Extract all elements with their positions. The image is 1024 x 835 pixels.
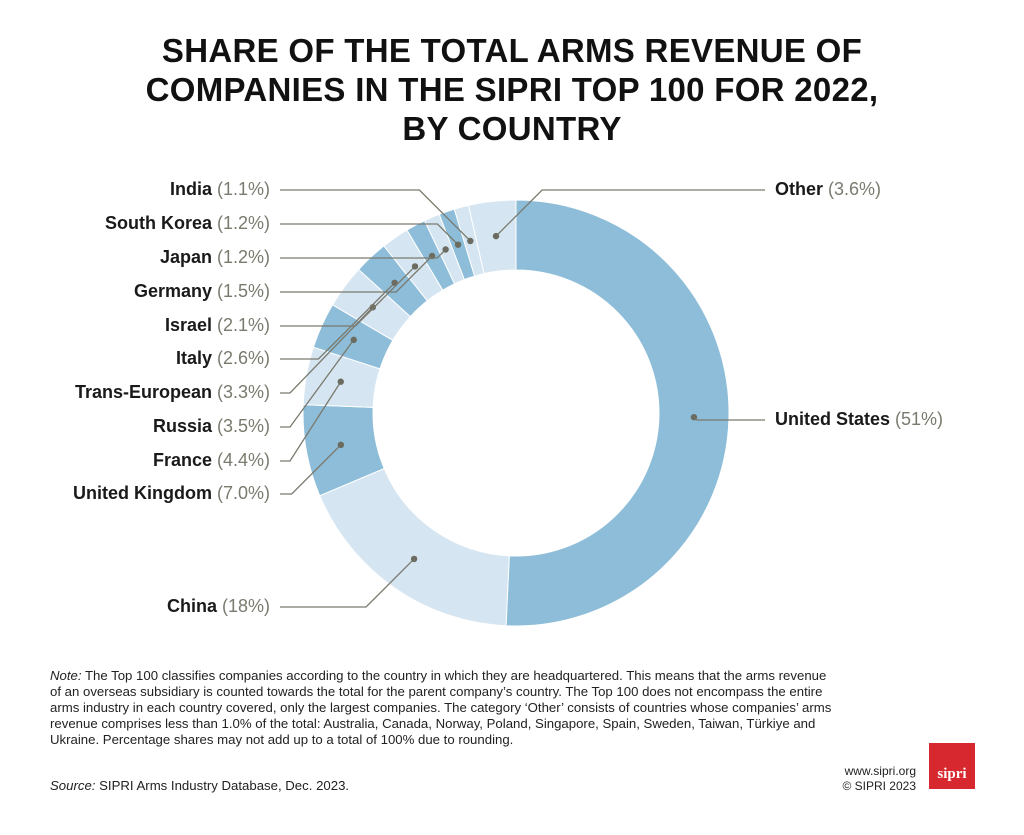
slice-label: Trans-European (3.3%) (75, 382, 270, 402)
footer-url: www.sipri.org (844, 764, 916, 778)
leader-line (280, 339, 355, 428)
source: Source: SIPRI Arms Industry Database, De… (50, 778, 349, 793)
slice-label: Israel (2.1%) (165, 315, 270, 335)
value-label: (7.0%) (217, 483, 270, 503)
source-text: SIPRI Arms Industry Database, Dec. 2023. (99, 778, 350, 793)
value-label: (4.4%) (217, 450, 270, 470)
category-name: United States (775, 409, 890, 429)
value-label: (1.1%) (217, 179, 270, 199)
value-label: (1.2%) (217, 247, 270, 267)
leader-dot (442, 246, 449, 253)
slice-label: South Korea (1.2%) (105, 213, 270, 233)
category-name: Trans-European (75, 382, 212, 402)
leader-line (280, 444, 342, 495)
slice-label: India (1.1%) (170, 179, 270, 199)
chart-title: COMPANIES IN THE SIPRI TOP 100 FOR 2022, (146, 71, 879, 108)
donut-segment (505, 199, 730, 627)
leader-dot (410, 555, 418, 563)
leader-dot (337, 441, 345, 449)
value-label: (1.5%) (217, 281, 270, 301)
slice-label: United Kingdom (7.0%) (73, 483, 270, 503)
value-label: (18%) (222, 596, 270, 616)
slice-label: China (18%) (167, 596, 270, 616)
leader-dot (454, 241, 462, 248)
slice-label: Germany (1.5%) (134, 281, 270, 301)
value-label: (3.6%) (828, 179, 881, 199)
value-label: (2.1%) (217, 315, 270, 335)
leader-dot (350, 336, 357, 344)
value-label: (1.2%) (217, 213, 270, 233)
slice-label: Russia (3.5%) (153, 416, 270, 436)
category-name: Italy (176, 348, 212, 368)
leader-dot (337, 378, 344, 385)
leader-line (280, 558, 415, 608)
leader-line (280, 189, 471, 242)
note-label: Note: (50, 668, 82, 683)
value-label: (51%) (895, 409, 943, 429)
slice-label: Italy (2.6%) (176, 348, 270, 368)
chart-title: SHARE OF THE TOTAL ARMS REVENUE OF (162, 32, 862, 69)
chart: SHARE OF THE TOTAL ARMS REVENUE OF COMPA… (73, 32, 943, 627)
value-label: (3.5%) (217, 416, 270, 436)
leader-dot (690, 413, 698, 421)
note-text: The Top 100 classifies companies accordi… (50, 668, 832, 747)
value-label: (3.3%) (217, 382, 270, 402)
category-name: Israel (165, 315, 212, 335)
slice-label: United States (51%) (775, 409, 943, 429)
leader-line (280, 282, 396, 360)
category-name: India (170, 179, 213, 199)
donut-segment (319, 467, 510, 627)
leader-dot (411, 263, 419, 270)
leader-line (280, 306, 374, 394)
logo: sipri (929, 743, 975, 789)
slice-label: Japan (1.2%) (160, 247, 270, 267)
leader-line (280, 249, 447, 259)
leader-line (280, 265, 416, 327)
leader-line (495, 189, 765, 237)
category-name: Japan (160, 247, 212, 267)
value-label: (2.6%) (217, 348, 270, 368)
chart-title: BY COUNTRY (402, 110, 621, 147)
slice-label: France (4.4%) (153, 450, 270, 470)
donut-segment (467, 199, 517, 275)
category-name: United Kingdom (73, 483, 212, 503)
note: Note: The Top 100 classifies companies a… (50, 668, 840, 748)
leader-dot (467, 237, 474, 245)
slice-label: Other (3.6%) (775, 179, 881, 199)
category-name: Russia (153, 416, 213, 436)
footer-copyright: © SIPRI 2023 (842, 779, 916, 793)
category-name: Other (775, 179, 823, 199)
category-name: France (153, 450, 212, 470)
category-name: South Korea (105, 213, 213, 233)
footer: www.sipri.org © SIPRI 2023 (820, 764, 916, 794)
leader-line (280, 255, 433, 293)
leader-line (280, 223, 459, 246)
leader-line (280, 381, 342, 462)
source-label: Source: (50, 778, 96, 793)
category-name: Germany (134, 281, 212, 301)
leader-dot (492, 232, 500, 240)
category-name: China (167, 596, 218, 616)
